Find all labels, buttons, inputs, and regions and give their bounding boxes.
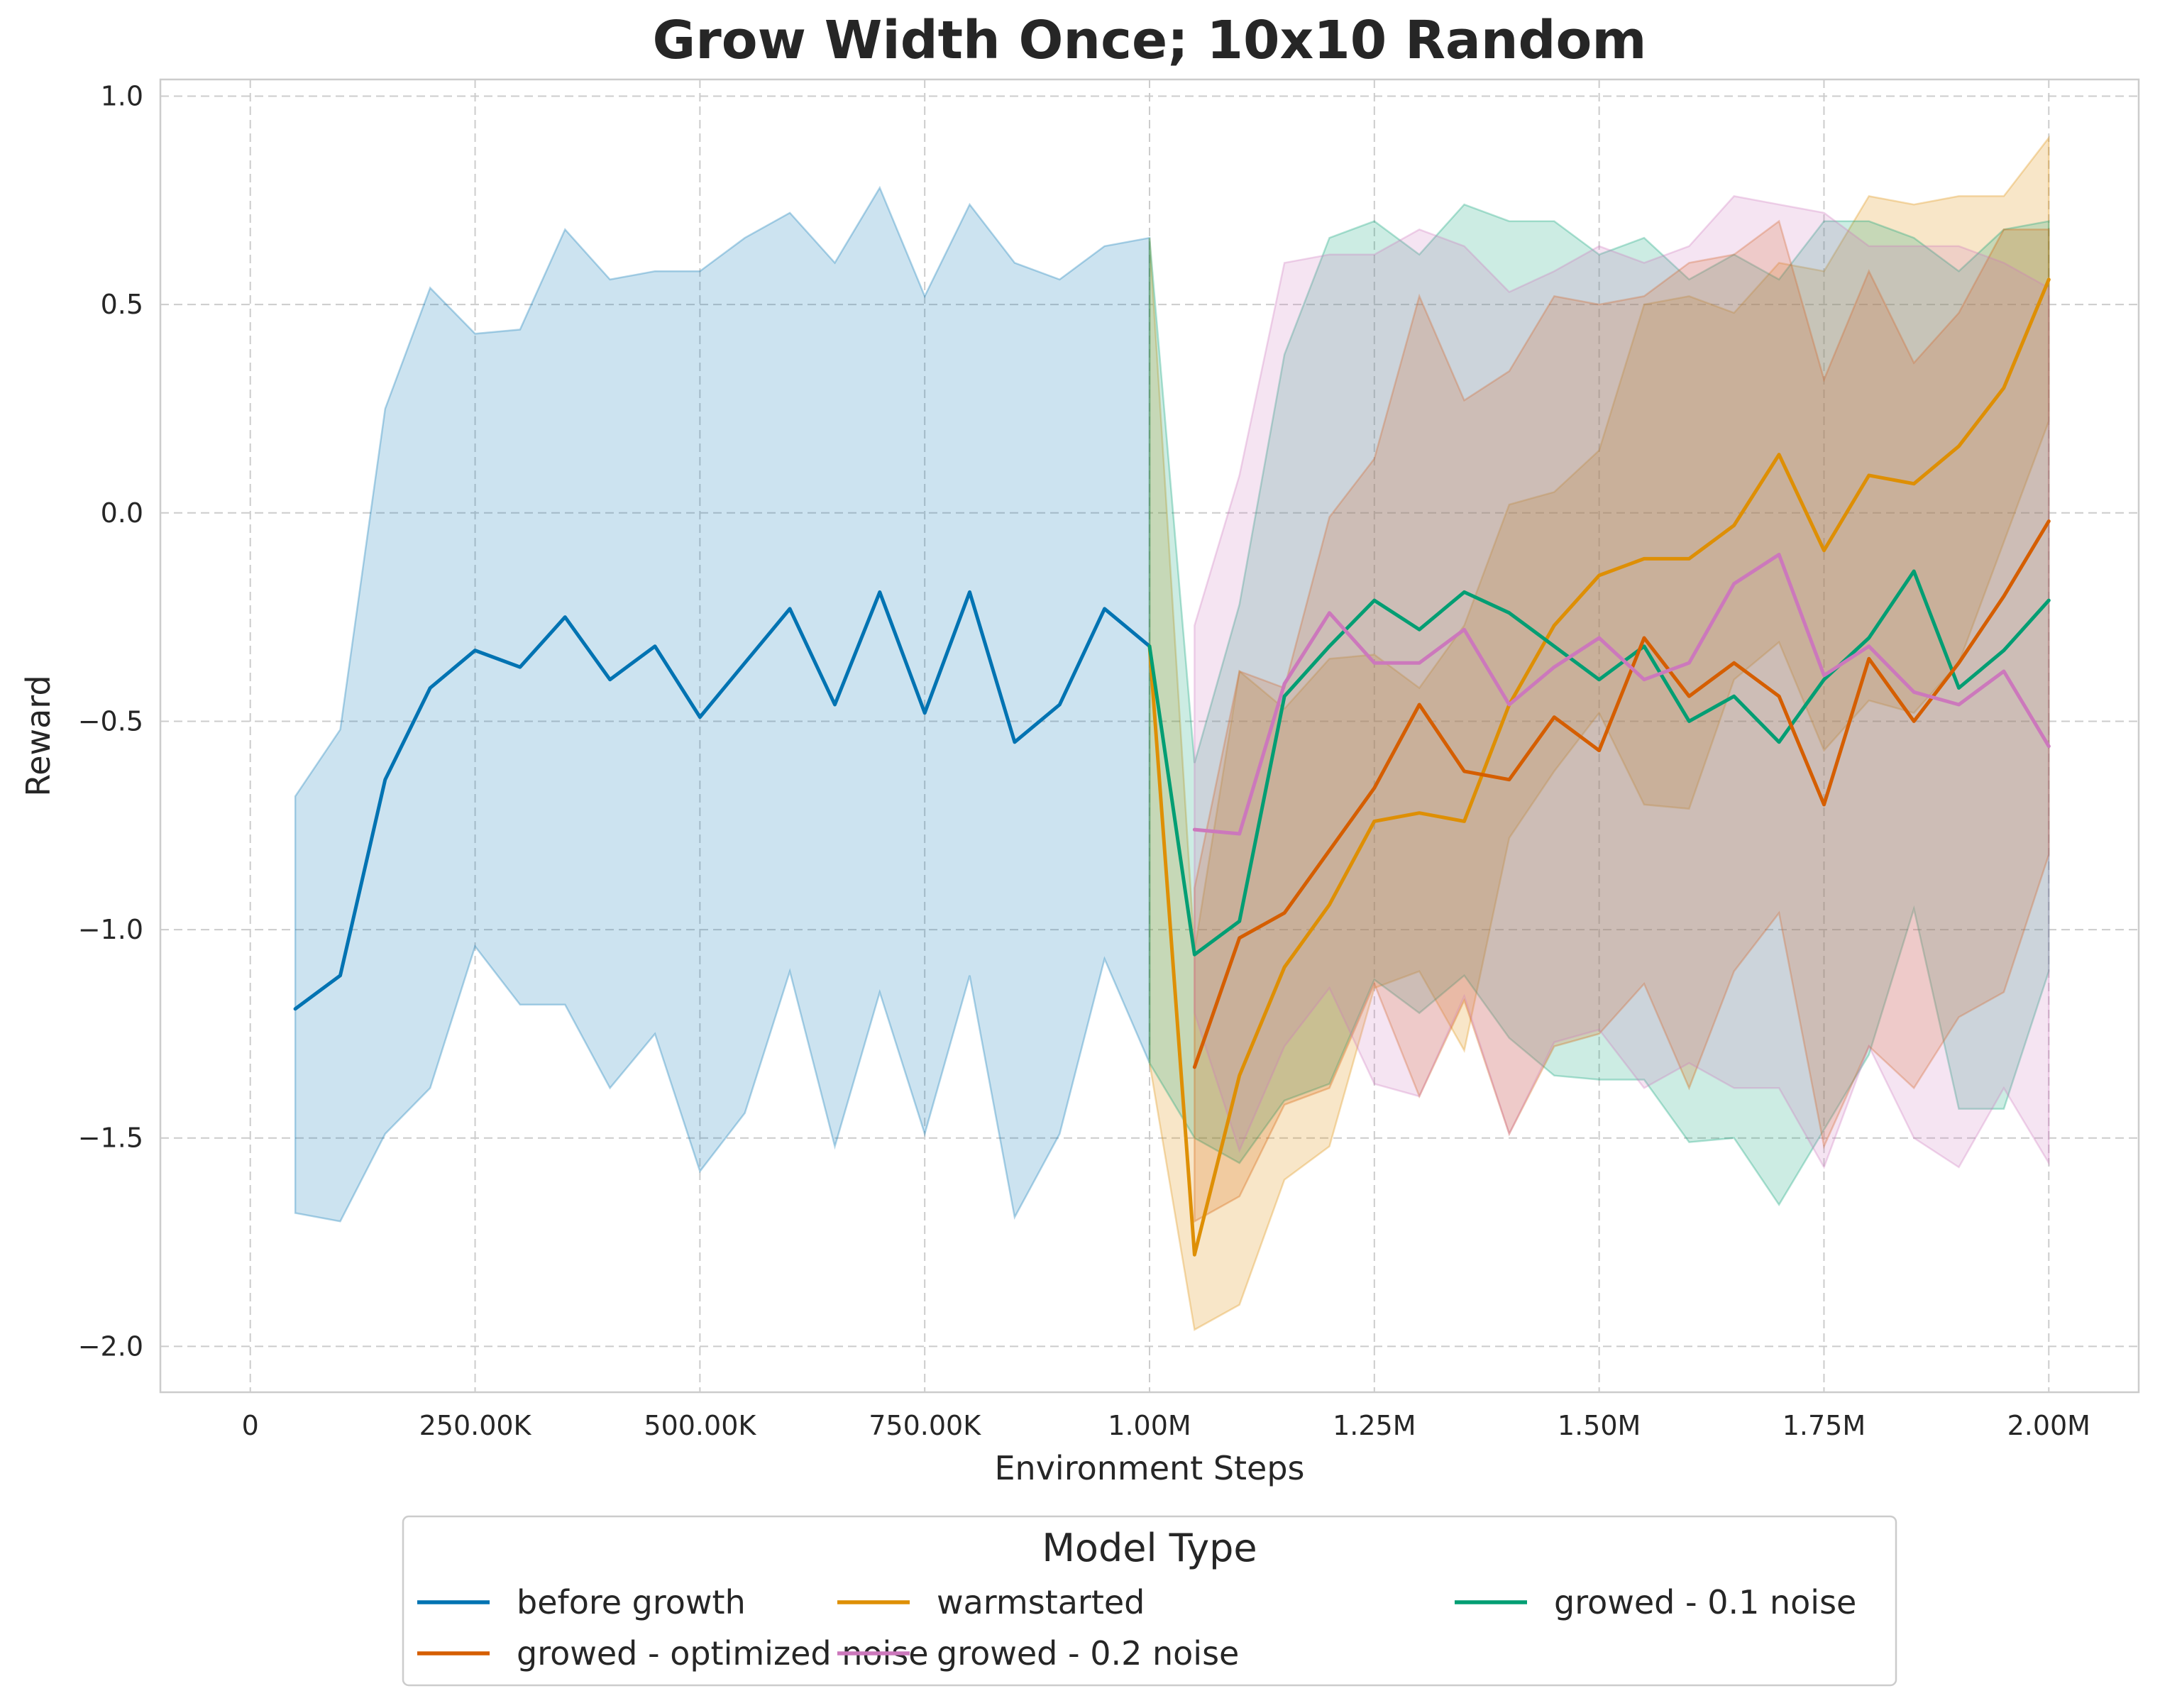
- confidence-band: [294, 185, 1151, 1223]
- plot-frame: [159, 78, 2140, 1394]
- confidence-band: [1148, 135, 2050, 1331]
- chart-title: Grow Width Once; 10x10 Random: [653, 10, 1647, 71]
- legend-label: warmstarted: [937, 1583, 1145, 1621]
- series-line: [1192, 519, 2051, 1069]
- y-tick-label: 0.5: [101, 289, 143, 320]
- x-tick-label: 750.00K: [869, 1410, 981, 1441]
- x-tick-label: 1.50M: [1558, 1410, 1641, 1441]
- x-tick-label: 1.00M: [1108, 1410, 1191, 1441]
- x-tick-label: 500.00K: [644, 1410, 756, 1441]
- x-tick-label: 1.25M: [1333, 1410, 1416, 1441]
- y-tick-label: 1.0: [101, 80, 143, 111]
- confidence-band: [1194, 195, 2050, 1169]
- y-axis-label: Reward: [19, 675, 57, 796]
- y-tick-label: −1.0: [78, 914, 143, 945]
- x-tick-label: 250.00K: [419, 1410, 532, 1441]
- series-line: [1192, 553, 2051, 836]
- legend-label: growed - 0.2 noise: [937, 1634, 1239, 1673]
- y-tick-label: 0.0: [101, 497, 143, 529]
- legend-label: before growth: [517, 1583, 746, 1621]
- legend-entries: before growth warmstarted growed - 0.1 noi…: [417, 1583, 1856, 1673]
- x-tick-label: 0: [242, 1410, 259, 1441]
- legend-label: growed - 0.1 noise: [1554, 1583, 1856, 1621]
- x-tick-label: 1.75M: [1782, 1410, 1866, 1441]
- grid-layer: [160, 79, 2139, 1392]
- confidence-band: [1194, 219, 2050, 1223]
- legend-title: Model Type: [1042, 1526, 1257, 1570]
- series-line: [1147, 569, 2051, 957]
- y-tick-label: −1.5: [78, 1123, 143, 1154]
- confidence-band: [1148, 203, 2050, 1207]
- y-tick-label: −2.0: [78, 1330, 143, 1362]
- legend-box: [402, 1515, 1897, 1687]
- y-tick-label: −0.5: [78, 705, 143, 737]
- confidence-bands: [294, 135, 2050, 1331]
- y-axis-ticks: 1.0 0.5 0.0 −0.5 −1.0 −1.5 −2.0: [78, 80, 143, 1362]
- series-line: [1147, 277, 2051, 1257]
- x-axis-label: Environment Steps: [994, 1449, 1304, 1487]
- x-tick-label: 2.00M: [2007, 1410, 2090, 1441]
- legend: Model Type before growth warmstarted growe…: [402, 1515, 1897, 1687]
- x-axis-ticks: 0 250.00K 500.00K 750.00K 1.00M 1.25M 1.50M 1.7…: [242, 1410, 2090, 1441]
- series-line: [293, 590, 1152, 1011]
- series-lines: [293, 277, 2051, 1257]
